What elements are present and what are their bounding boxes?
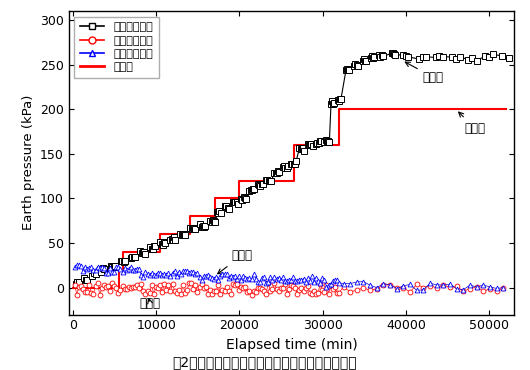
X-axis label: Elapsed time (min): Elapsed time (min) [226,338,357,352]
Text: 上載圧: 上載圧 [458,112,485,135]
Text: 管頂部: 管頂部 [405,62,444,84]
Text: 図2　上載圧載荷時の底橋に作用する土圧の変化: 図2 上載圧載荷時の底橋に作用する土圧の変化 [173,355,357,369]
Y-axis label: Earth pressure (kPa): Earth pressure (kPa) [22,95,34,231]
Text: 管側部: 管側部 [139,297,161,310]
Text: 管底部: 管底部 [218,249,252,274]
Legend: 管頂部土圧計, 管側部土圧計, 管底部土圧計, 上載圧: 管頂部土圧計, 管側部土圧計, 管底部土圧計, 上載圧 [74,17,158,78]
